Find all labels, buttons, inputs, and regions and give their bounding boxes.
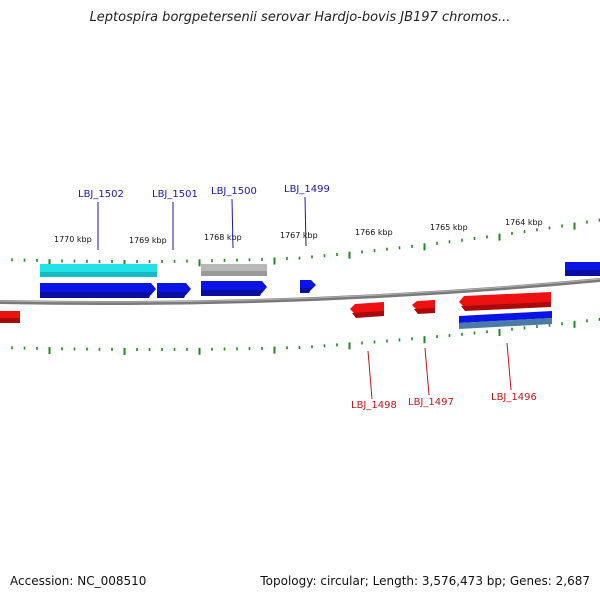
coordinate-ticks-inner — [11, 317, 600, 355]
label-lbj-1499[interactable]: LBJ_1499 — [284, 184, 330, 195]
kbp-label-1766: 1766 kbp — [355, 228, 393, 237]
label-lbj-1501[interactable]: LBJ_1501 — [152, 189, 198, 200]
kbp-label-1764: 1764 kbp — [505, 218, 543, 227]
label-lbj-1500[interactable]: LBJ_1500 — [211, 186, 257, 197]
kbp-label-1770: 1770 kbp — [54, 235, 92, 244]
gene-lbj-1500[interactable] — [201, 281, 267, 296]
label-lbj-1496[interactable]: LBJ_1496 — [491, 392, 537, 403]
feature-grey[interactable] — [201, 264, 267, 276]
kbp-labels: 1770 kbp 1769 kbp 1768 kbp 1767 kbp 1766… — [54, 218, 543, 245]
gene-lbj-1496[interactable] — [459, 292, 551, 311]
accession-info: Accession: NC_008510 — [10, 574, 147, 588]
gene-right-edge-forward[interactable] — [565, 262, 600, 276]
gene-lbj-1498[interactable] — [350, 302, 384, 318]
gene-lbj-1499[interactable] — [300, 280, 316, 293]
kbp-label-1768: 1768 kbp — [204, 233, 242, 242]
reverse-leader-lines — [367, 342, 512, 400]
forward-leader-lines — [97, 196, 307, 250]
kbp-label-1765: 1765 kbp — [430, 223, 468, 232]
gene-lbj-1501[interactable] — [157, 283, 191, 298]
chromosome-backbone — [0, 278, 600, 306]
label-lbj-1497[interactable]: LBJ_1497 — [408, 397, 454, 408]
gene-lbj-1497[interactable] — [412, 300, 435, 314]
gene-lbj-1502[interactable] — [40, 283, 156, 298]
map-title: Leptospira borgpetersenii serovar Hardjo… — [89, 10, 511, 25]
chromosome-backbone-highlight — [0, 278, 600, 303]
genome-summary: Topology: circular; Length: 3,576,473 bp… — [260, 574, 590, 588]
feature-cyan[interactable] — [40, 264, 157, 277]
gene-left-edge-reverse[interactable] — [0, 311, 20, 323]
feature-blue-stack[interactable] — [459, 311, 552, 329]
label-lbj-1498[interactable]: LBJ_1498 — [351, 400, 397, 411]
kbp-label-1767: 1767 kbp — [280, 231, 318, 240]
kbp-label-1769: 1769 kbp — [129, 236, 167, 245]
label-lbj-1502[interactable]: LBJ_1502 — [78, 189, 124, 200]
